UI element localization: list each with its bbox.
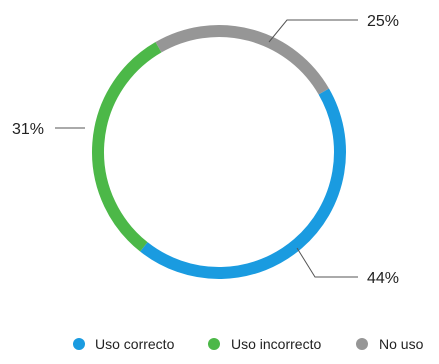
leader-lines xyxy=(55,19,358,278)
legend-marker-uso-correcto xyxy=(73,338,85,350)
legend-marker-uso-incorrecto xyxy=(208,338,220,350)
value-label-uso-correcto: 44% xyxy=(367,270,399,287)
leader-line-1 xyxy=(296,247,358,278)
donut-slice-uso-correcto xyxy=(140,88,346,279)
legend-marker-no-uso xyxy=(356,338,368,350)
legend-label-no-uso: No uso xyxy=(379,336,424,352)
donut-slices xyxy=(92,25,346,279)
leader-line-3 xyxy=(268,19,358,43)
legend-label-uso-correcto: Uso correcto xyxy=(95,336,175,352)
value-label-no-uso: 25% xyxy=(367,13,399,30)
value-label-uso-incorrecto: 31% xyxy=(12,121,44,138)
donut-slice-no-uso xyxy=(155,25,329,95)
value-labels: 44% 31% 25% xyxy=(12,13,399,287)
legend: Uso correcto Uso incorrecto No uso xyxy=(73,336,424,352)
donut-slice-uso-incorrecto xyxy=(92,42,162,252)
legend-label-uso-incorrecto: Uso incorrecto xyxy=(231,336,321,352)
